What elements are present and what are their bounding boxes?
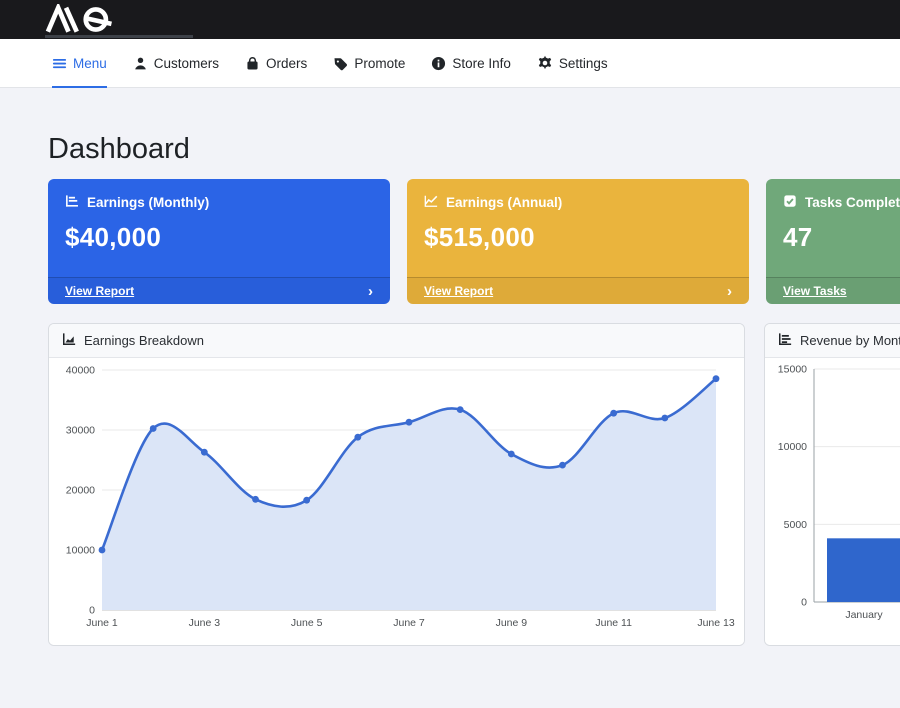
chart-card-header: Earnings Breakdown [49, 324, 744, 358]
nav-item-store-info[interactable]: Store Info [431, 39, 511, 87]
person-icon [133, 56, 148, 71]
chart-title: Earnings Breakdown [84, 333, 204, 348]
brand-logo[interactable] [45, 1, 131, 39]
aq-logo-icon [45, 1, 112, 33]
nav-label: Customers [153, 55, 220, 71]
bag-icon [245, 56, 260, 71]
svg-text:June 7: June 7 [393, 617, 425, 629]
svg-text:June 1: June 1 [86, 617, 118, 629]
svg-text:5000: 5000 [784, 519, 808, 531]
card-value: $40,000 [65, 222, 162, 252]
card-title: Earnings (Monthly) [87, 195, 210, 210]
nav-label: Promote [354, 55, 406, 71]
page-content: Dashboard Earnings (Monthly) $40,000 Vie… [0, 132, 900, 646]
nav-item-customers[interactable]: Customers [133, 39, 219, 87]
tasks-completed-card[interactable]: Tasks Completed 47 View Tasks › [766, 179, 900, 304]
nav-label: Store Info [452, 55, 511, 71]
card-header: Earnings (Annual) [407, 179, 749, 211]
chevron-right-icon[interactable]: › [368, 282, 373, 300]
card-title: Earnings (Annual) [446, 195, 563, 210]
view-report-link[interactable]: View Report [424, 284, 494, 298]
nav-item-menu[interactable]: Menu [52, 39, 107, 88]
nav-item-promote[interactable]: Promote [333, 39, 405, 87]
active-tab-underline [52, 86, 107, 88]
nav-label: Menu [73, 55, 107, 71]
earnings-breakdown-card: Earnings Breakdown 0 10000 20000 30000 40000… [48, 323, 745, 646]
nav-item-settings[interactable]: Settings [537, 39, 608, 87]
svg-text:January: January [845, 609, 883, 621]
check-square-icon [783, 194, 797, 211]
svg-text:June 5: June 5 [291, 617, 323, 629]
nav-label: Settings [558, 55, 608, 71]
svg-text:June 3: June 3 [189, 617, 221, 629]
main-nav: Menu Customers Orders Promote [0, 39, 900, 88]
earnings-annual-card[interactable]: Earnings (Annual) $515,000 View Report › [407, 179, 749, 304]
card-title: Tasks Completed [805, 195, 900, 210]
card-footer: View Tasks › [766, 277, 900, 304]
line-chart-icon [424, 194, 438, 211]
area-chart-icon [62, 332, 76, 349]
svg-text:June 9: June 9 [496, 617, 528, 629]
nav-label: Orders [266, 55, 308, 71]
chevron-right-icon[interactable]: › [727, 282, 732, 300]
chart-title: Revenue by Month [800, 333, 900, 348]
stat-cards-row: Earnings (Monthly) $40,000 View Report ›… [48, 179, 900, 304]
svg-text:June 13: June 13 [697, 617, 735, 629]
card-header: Tasks Completed [766, 179, 900, 211]
card-value: $515,000 [424, 222, 535, 252]
svg-text:June 11: June 11 [595, 617, 632, 629]
svg-text:0: 0 [89, 605, 95, 617]
revenue-by-month-chart[interactable]: 0 5000 10000 15000 January [765, 358, 900, 645]
page-title: Dashboard [48, 133, 190, 165]
revenue-by-month-card: Revenue by Month 0 5000 10000 15000 January [764, 323, 900, 646]
view-tasks-link[interactable]: View Tasks [783, 284, 847, 298]
area-chart-icon [778, 332, 792, 349]
card-footer: View Report › [48, 277, 390, 304]
svg-text:20000: 20000 [66, 485, 95, 497]
svg-text:10000: 10000 [66, 545, 95, 557]
tag-icon [333, 56, 348, 71]
hamburger-icon [52, 56, 67, 71]
view-report-link[interactable]: View Report [65, 284, 135, 298]
card-value: 47 [783, 222, 813, 252]
info-icon [431, 56, 446, 71]
earnings-monthly-card[interactable]: Earnings (Monthly) $40,000 View Report › [48, 179, 390, 304]
svg-text:15000: 15000 [778, 364, 807, 376]
card-footer: View Report › [407, 277, 749, 304]
nav-item-orders[interactable]: Orders [245, 39, 307, 87]
charts-row: Earnings Breakdown 0 10000 20000 30000 40000… [48, 323, 900, 646]
gear-icon [537, 55, 553, 71]
topbar [0, 0, 900, 39]
earnings-breakdown-chart[interactable]: 0 10000 20000 30000 40000 June 1 June 3 June 5 J… [49, 358, 744, 645]
svg-text:10000: 10000 [778, 441, 807, 453]
svg-text:40000: 40000 [66, 365, 95, 377]
svg-text:30000: 30000 [66, 425, 95, 437]
svg-text:0: 0 [801, 597, 807, 609]
chart-card-header: Revenue by Month [765, 324, 900, 358]
card-header: Earnings (Monthly) [48, 179, 390, 211]
bar-chart-icon [65, 194, 79, 211]
logo-underline [45, 35, 193, 38]
